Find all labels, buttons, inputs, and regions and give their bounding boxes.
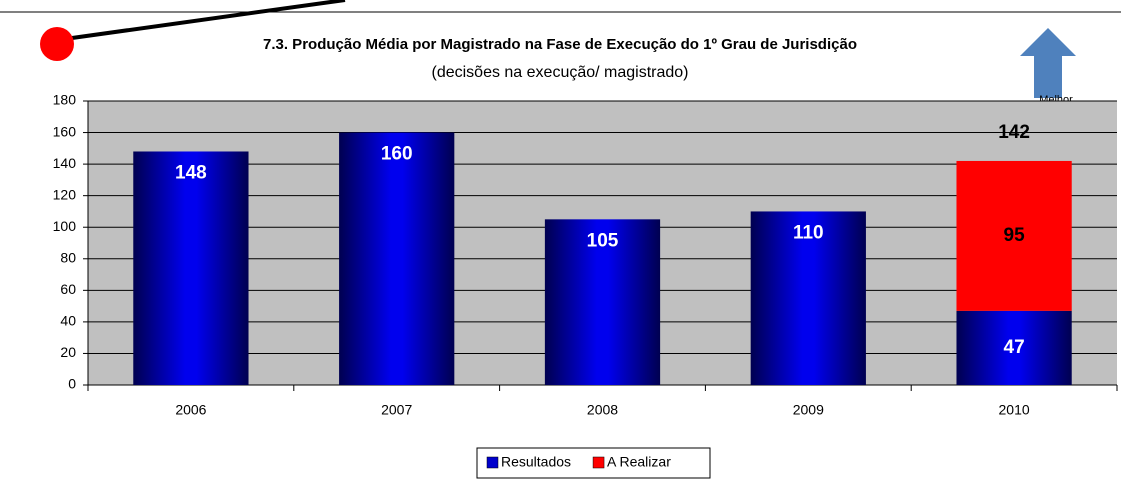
value-label: 105 xyxy=(587,230,619,251)
pointer-line xyxy=(71,0,346,40)
legend-swatch xyxy=(486,456,499,469)
y-tick-label: 40 xyxy=(60,313,76,329)
x-tick-label: 2010 xyxy=(999,402,1030,418)
chart-subtitle: (decisões na execução/ magistrado) xyxy=(431,64,688,81)
x-tick-label: 2009 xyxy=(793,402,824,418)
y-tick-label: 140 xyxy=(53,155,77,171)
x-tick-label: 2008 xyxy=(587,402,618,418)
value-label: 95 xyxy=(1004,225,1026,246)
bar xyxy=(956,160,1072,311)
bar xyxy=(339,132,455,385)
y-tick-label: 180 xyxy=(53,92,77,108)
bar xyxy=(956,310,1072,385)
y-tick-label: 120 xyxy=(53,186,77,202)
y-tick-label: 100 xyxy=(53,218,77,234)
total-label: 142 xyxy=(998,122,1030,143)
legend-label: A Realizar xyxy=(607,454,671,470)
x-tick-label: 2006 xyxy=(175,402,206,418)
value-label: 110 xyxy=(793,222,824,243)
value-label: 47 xyxy=(1004,337,1025,358)
y-tick-label: 20 xyxy=(60,344,76,360)
arrow-up xyxy=(1020,28,1076,98)
value-label: 160 xyxy=(381,144,413,165)
chart-title: 7.3. Produção Média por Magistrado na Fa… xyxy=(263,36,857,53)
bar xyxy=(544,219,661,385)
y-tick-label: 0 xyxy=(68,376,76,392)
y-tick-label: 80 xyxy=(60,249,76,265)
bar xyxy=(133,151,249,385)
x-tick-label: 2007 xyxy=(381,402,412,418)
red-dot xyxy=(40,27,74,61)
value-label: 148 xyxy=(175,163,207,184)
y-tick-label: 160 xyxy=(53,123,77,139)
legend-label: Resultados xyxy=(501,454,571,470)
legend-swatch xyxy=(592,456,605,469)
y-tick-label: 60 xyxy=(60,281,76,297)
bar xyxy=(750,211,866,385)
